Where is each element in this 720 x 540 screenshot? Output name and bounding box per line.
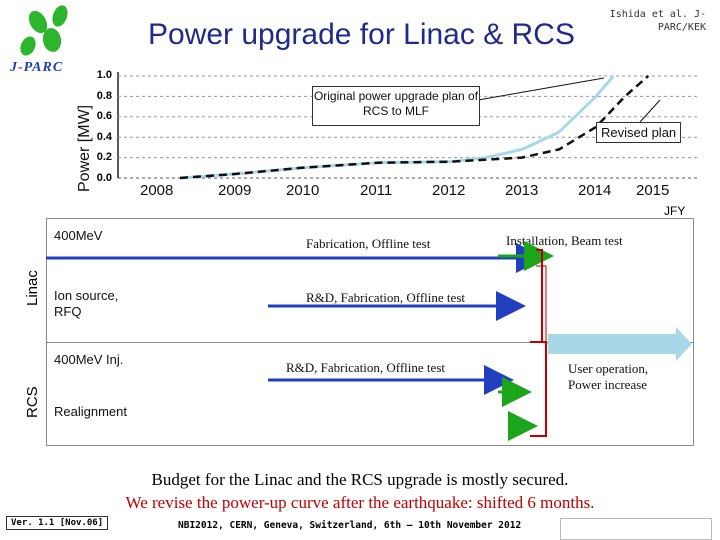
footer-budget: Budget for the Linac and the RCS upgrade…: [151, 470, 569, 489]
x-axis-label: JFY: [664, 204, 686, 218]
task-user-operation: User operation, Power increase: [568, 361, 649, 392]
x-tick: 2013: [505, 182, 539, 199]
callout-original-plan: Original power upgrade plan of RCS to ML…: [312, 86, 480, 126]
task-rd-ion-source: R&D, Fabrication, Offline test: [306, 290, 465, 305]
y-tick: 0.0: [96, 172, 112, 184]
task-rd-rcs: R&D, Fabrication, Offline test: [286, 360, 445, 375]
footer-box: [560, 518, 712, 540]
schedule-graphics: [46, 241, 692, 441]
x-tick: 2012: [432, 182, 466, 199]
x-tick: 2015: [636, 182, 670, 199]
x-tick: 2014: [578, 182, 612, 199]
jparc-logo-mark: [20, 5, 68, 56]
callout-leader-original: [477, 77, 605, 101]
callout-leader-revised: [639, 99, 661, 123]
red-bracket-linac: [536, 249, 543, 343]
x-tick: 2008: [140, 182, 174, 199]
y-tick: 1.0: [96, 69, 112, 81]
user-operation-arrow: [548, 327, 692, 361]
version-label: Ver. 1.1 [Nov.06]: [6, 516, 109, 530]
conference-label: NBI2012, CERN, Geneva, Switzerland, 6th …: [178, 520, 522, 531]
row-label-ion-source: Ion source, RFQ: [54, 288, 119, 319]
row-label-400mev: 400MeV: [54, 228, 103, 243]
linac-section: [46, 218, 694, 344]
x-tick: 2011: [360, 182, 393, 199]
jparc-logo: [8, 4, 98, 82]
y-tick: 0.2: [96, 151, 112, 163]
y-tick: 0.4: [96, 131, 112, 143]
logo-text: J-PARC: [10, 60, 64, 75]
series-revised-plan: [179, 75, 650, 180]
x-tick: 2009: [218, 182, 252, 199]
x-tick: 2010: [286, 182, 320, 199]
y-tick: 0.8: [96, 90, 112, 102]
footer-revision: We revise the power-up curve after the e…: [125, 493, 595, 512]
rcs-section: [46, 342, 694, 446]
row-label-400mev-inj: 400MeV Inj.: [54, 352, 124, 367]
page-title: Power upgrade for Linac & RCS: [148, 18, 575, 51]
task-fabrication-offline: Fabrication, Offline test: [306, 236, 431, 251]
row-label-realignment: Realignment: [54, 404, 127, 419]
callout-revised-plan: Revised plan: [596, 122, 682, 143]
red-bracket-rcs: [530, 341, 547, 437]
credit: Ishida et al. J-PARC/KEK: [609, 9, 706, 33]
y-tick: 0.6: [96, 110, 112, 122]
